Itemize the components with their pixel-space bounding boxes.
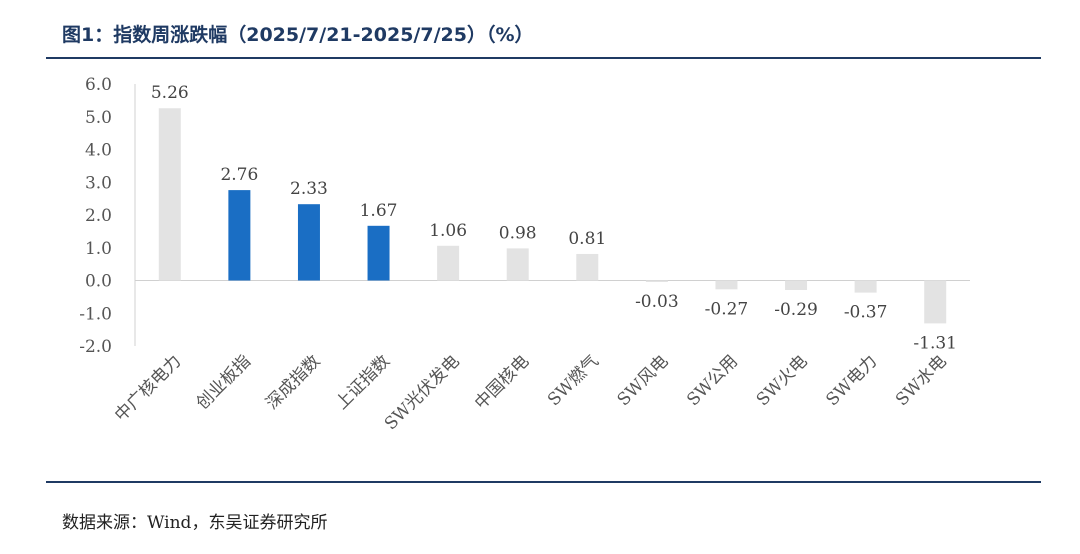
bar [297,204,320,281]
x-tick-label: 上证指数 [332,351,394,413]
y-tick-label: 2.0 [85,206,112,226]
bar [437,245,460,281]
x-tick-label: 中广核电力 [111,351,185,425]
bar-value-label: -1.31 [913,333,957,353]
x-tick-label: SW风电 [614,351,673,410]
y-tick-label: 0.0 [85,272,112,292]
bar [785,280,808,290]
bar [924,280,947,324]
figure-title: 图1：指数周涨跌幅（2025/7/21-2025/7/25）（%） [62,24,534,46]
bar-value-label: -0.03 [635,292,679,312]
y-tick-label: 5.0 [85,108,112,128]
x-tick-label: SW燃气 [544,351,603,410]
bar-value-label: 2.33 [290,179,328,199]
bar [645,280,668,282]
bar-value-label: -0.37 [844,303,888,323]
bar [506,248,529,281]
x-tick-label: SW电力 [822,351,881,410]
top-rule [46,57,1041,59]
bar-value-label: 1.67 [360,201,398,221]
source-note: 数据来源：Wind，东吴证券研究所 [62,513,328,533]
bar [228,190,251,281]
bar-chart: 6.0 5.0 4.0 3.0 2.0 1.0 0.0 -1.0 -2.0 5.26 2.76 2.… [79,75,970,434]
x-tick-label: SW水电 [892,351,951,410]
bar [576,253,599,281]
y-axis: 6.0 5.0 4.0 3.0 2.0 1.0 0.0 -1.0 -2.0 [79,75,970,357]
bar [854,280,877,293]
bar [367,225,390,281]
x-tick-label: SW火电 [753,351,812,410]
x-tick-label: 深成指数 [262,351,324,413]
bar-value-label: 1.06 [429,221,467,241]
bars: 5.26 2.76 2.33 1.67 1.06 0.98 0.81 -0.03 -0.27 -0… [151,83,957,353]
bar-value-label: 2.76 [220,165,258,185]
x-tick-label: SW光伏发电 [381,351,464,434]
bar-value-label: 5.26 [151,83,189,103]
bar-value-label: 0.81 [568,229,606,249]
y-tick-label: -2.0 [79,337,112,357]
y-tick-label: 4.0 [85,141,112,161]
bar-value-label: -0.27 [705,299,749,319]
y-tick-label: -1.0 [79,304,112,324]
bar-value-label: 0.98 [499,223,537,243]
y-tick-label: 1.0 [85,239,112,259]
bar-value-label: -0.29 [774,300,818,320]
bar [715,280,738,290]
x-tick-label: SW公用 [683,351,742,410]
x-tick-label: 中国核电 [471,351,533,413]
y-tick-label: 6.0 [85,75,112,95]
x-tick-label: 创业板指 [193,351,255,413]
bottom-rule [46,481,1041,483]
y-tick-label: 3.0 [85,173,112,193]
bar [158,108,181,281]
